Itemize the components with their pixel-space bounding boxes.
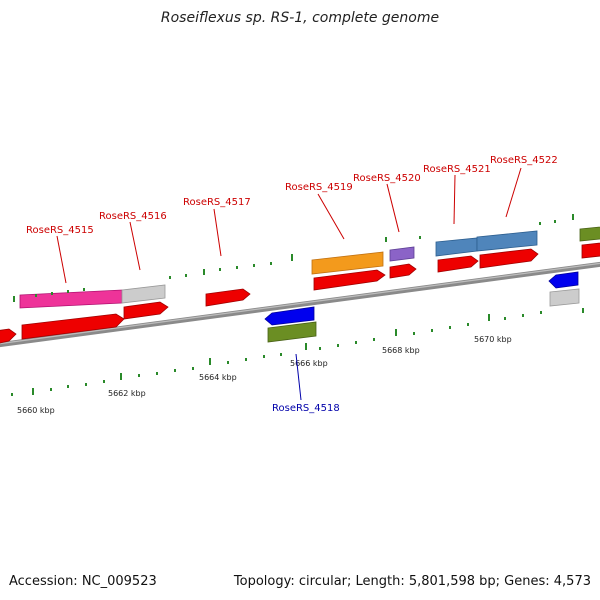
accession-text: Accession: NC_009523: [9, 574, 157, 589]
gene-label-4516[interactable]: RoseRS_4516: [99, 211, 167, 222]
cds-arrow-4516[interactable]: [123, 301, 169, 320]
gene-4518-feature[interactable]: [267, 321, 317, 343]
scale-label-5662: 5662 kbp: [108, 389, 146, 398]
cds-arrow-4520[interactable]: [389, 263, 417, 279]
gene-label-4517[interactable]: RoseRS_4517: [183, 197, 251, 208]
scale-label-5668: 5668 kbp: [382, 346, 420, 355]
gene-label-4518[interactable]: RoseRS_4518: [272, 403, 340, 414]
leader-4515: [56, 235, 67, 284]
leader-4520: [386, 183, 400, 233]
gene-4519-feature[interactable]: [311, 251, 384, 275]
scale-label-5666: 5666 kbp: [290, 359, 328, 368]
map-title: Roseiflexus sp. RS-1, complete genome: [160, 10, 440, 26]
gene-4520-feature[interactable]: [389, 246, 415, 262]
label-leaders: [56, 167, 522, 401]
cds-arrow-4522[interactable]: [479, 248, 539, 269]
cds-arrow-right-edge[interactable]: [581, 242, 600, 259]
leader-4518: [295, 353, 302, 401]
gene-label-4519[interactable]: RoseRS_4519: [285, 182, 353, 193]
gene-4515-feature[interactable]: [19, 289, 123, 309]
gene-4522-feature[interactable]: [476, 230, 538, 252]
scale-label-5664: 5664 kbp: [199, 373, 237, 382]
gene-label-4521[interactable]: RoseRS_4521: [423, 164, 491, 175]
scale-label-5670: 5670 kbp: [474, 335, 512, 344]
cds-arrow-left-edge[interactable]: [0, 328, 17, 344]
gene-4516-feature[interactable]: [121, 284, 166, 304]
leader-4521: [453, 174, 456, 225]
lower-tick-row: [11, 308, 584, 396]
forward-feature-track: [19, 226, 600, 309]
cds-arrow-4515[interactable]: [21, 313, 125, 340]
forward-cds-track: [0, 242, 600, 344]
leader-4516: [129, 221, 141, 271]
reverse-cds-arrow-right[interactable]: [548, 271, 579, 289]
genome-summary-text: Topology: circular; Length: 5,801,598 bp…: [233, 574, 591, 589]
scale-label-5660: 5660 kbp: [17, 406, 55, 415]
gene-label-4520[interactable]: RoseRS_4520: [353, 173, 421, 184]
cds-arrow-4519[interactable]: [313, 269, 386, 291]
leader-4517: [213, 208, 222, 257]
gene-label-4522[interactable]: RoseRS_4522: [490, 155, 558, 166]
gene-labels: RoseRS_4515 RoseRS_4516 RoseRS_4517 Rose…: [26, 155, 558, 414]
genome-backbone: [0, 261, 600, 348]
reverse-feature-right-grey[interactable]: [549, 288, 580, 307]
gene-4521-feature[interactable]: [435, 237, 478, 257]
scale-labels: 5660 kbp 5662 kbp 5664 kbp 5666 kbp 5668…: [17, 335, 512, 415]
leader-4522: [505, 167, 522, 218]
reverse-feature-track: [264, 271, 580, 343]
cds-arrow-4517[interactable]: [205, 288, 251, 307]
upper-tick-row: [13, 214, 574, 302]
gene-label-4515[interactable]: RoseRS_4515: [26, 225, 94, 236]
leader-4519: [317, 193, 345, 240]
gene-4518-cds-arrow[interactable]: [264, 306, 315, 326]
cds-arrow-4521[interactable]: [437, 255, 479, 273]
edge-feature-right-olive[interactable]: [579, 226, 600, 242]
